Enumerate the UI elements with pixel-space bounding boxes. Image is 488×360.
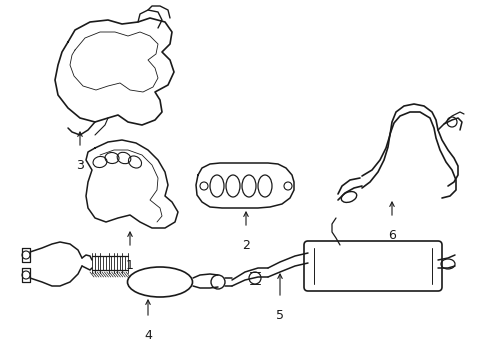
Text: 6: 6 bbox=[387, 229, 395, 242]
Text: 5: 5 bbox=[275, 309, 284, 322]
Text: 3: 3 bbox=[76, 159, 84, 172]
Text: 4: 4 bbox=[144, 329, 152, 342]
Text: 2: 2 bbox=[242, 239, 249, 252]
Text: 1: 1 bbox=[126, 259, 134, 272]
